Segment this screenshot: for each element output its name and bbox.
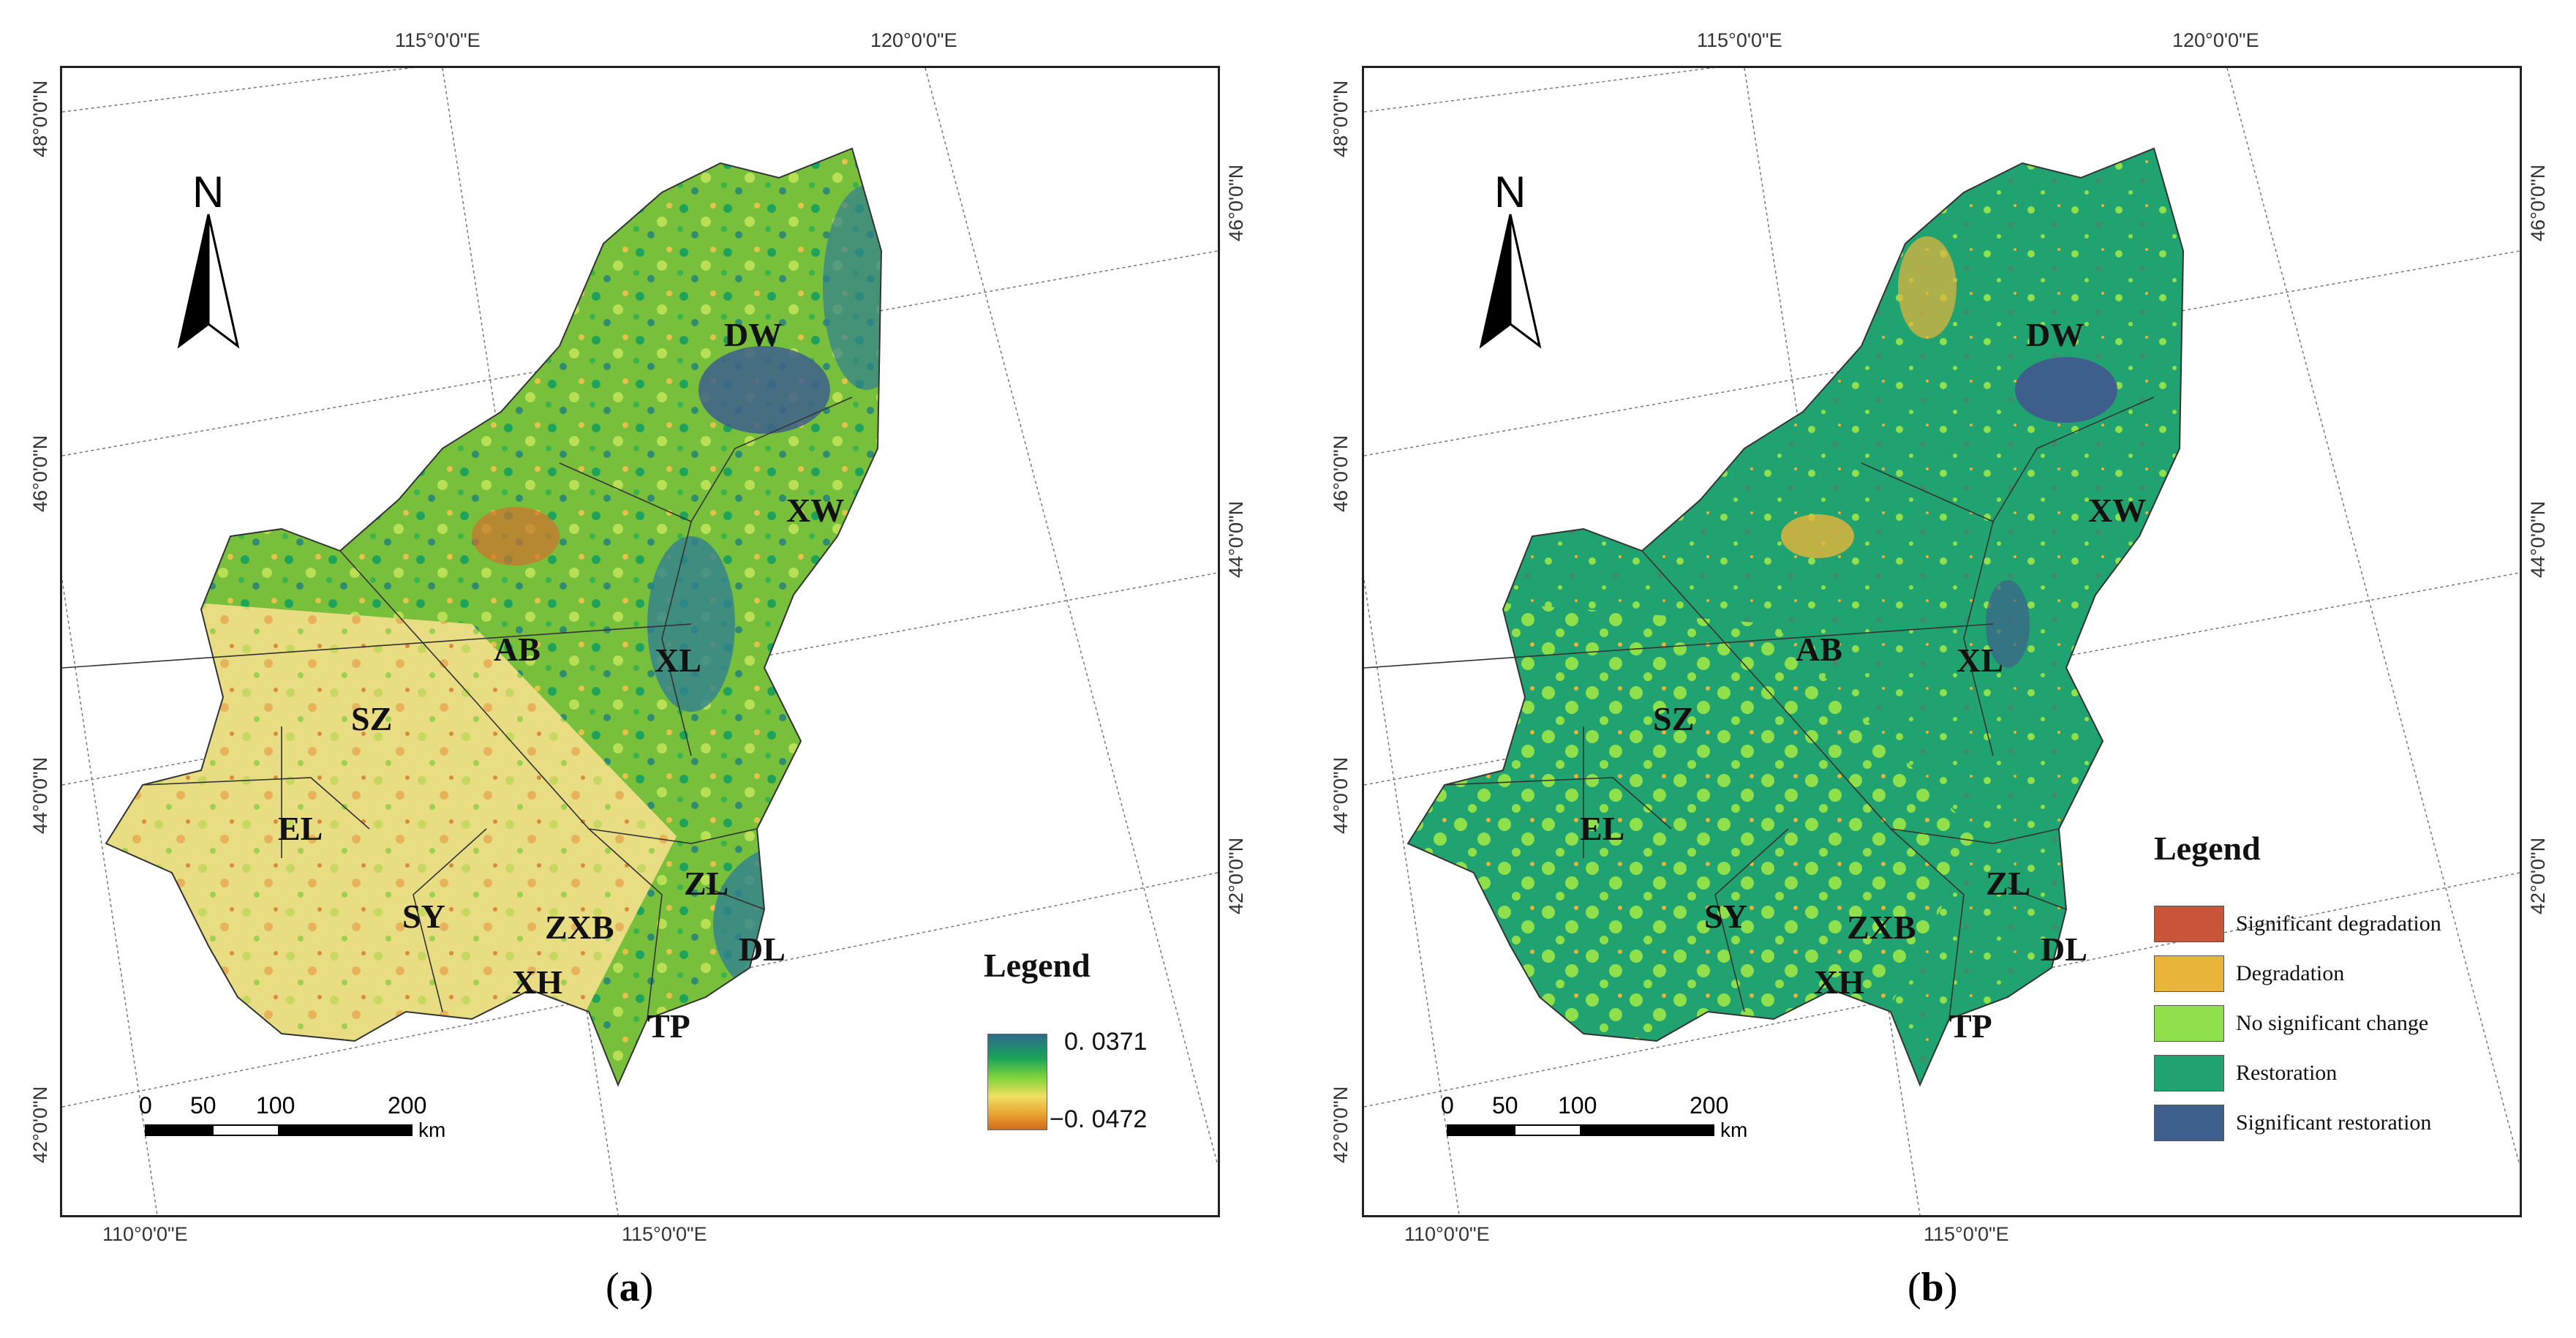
legend-swatch [2154,1105,2224,1141]
map-panel-b: DW XW AB XL SZ EL SY ZXB ZL XH DL TP N 0… [1362,66,2522,1217]
tick-left-a-4: 42°0'0"N [29,1086,51,1163]
region-label-xw-b: XW [2088,492,2146,529]
legend-item-b: Significant degradation [2154,906,2441,942]
map-panel-a: DW XW AB XL SZ EL SY ZXB ZL XH DL TP N 0… [60,66,1220,1217]
region-label-tp: TP [647,1007,690,1045]
legend-swatch [2154,1055,2224,1091]
scale-tick-0-b: 0 [1441,1092,1454,1119]
region-label-dl-b: DL [2041,931,2087,968]
region-label-tp-b: TP [1949,1007,1992,1045]
legend-label: Significant degradation [2236,912,2441,936]
tick-left-a-3: 44°0'0"N [29,756,51,834]
legend-item-b: Restoration [2154,1055,2337,1091]
district-boundaries-a [62,396,853,1020]
tick-right-a-2: 44°0'0"N [1225,500,1247,578]
region-label-zl-b: ZL [1986,865,2030,902]
legend-label: Degradation [2236,961,2345,985]
tick-left-a-2: 46°0'0"N [29,435,51,512]
scale-tick-100-b: 100 [1558,1092,1597,1119]
region-label-sy-b: SY [1704,898,1747,935]
region-label-sz: SZ [351,700,392,737]
tick-bottom-b-2: 115°0'0"E [1924,1223,2009,1245]
north-arrow-b-icon [1479,214,1542,349]
tick-right-a-1: 46°0'0"N [1225,164,1247,241]
legend-label: Significant restoration [2236,1110,2432,1135]
caption-a: (a) [606,1265,654,1310]
region-label-dw-b: DW [2026,316,2084,353]
tick-top-b-2: 120°0'0"E [2172,29,2259,51]
legend-item-b: Degradation [2154,955,2344,992]
tick-bottom-a-1: 110°0'0"E [102,1223,188,1245]
legend-gradient-a [987,1034,1047,1130]
region-label-dw: DW [724,316,782,353]
scale-tick-200: 200 [388,1092,427,1119]
scale-unit-a: km [418,1119,446,1141]
region-label-zxb-b: ZXB [1847,909,1916,946]
legend-label: Restoration [2236,1061,2338,1085]
tick-right-b-2: 44°0'0"N [2527,500,2549,578]
region-label-zl: ZL [684,865,728,902]
tick-bottom-a-2: 115°0'0"E [622,1223,707,1245]
scale-bar-b: 0 50 100 200 km [1441,1092,1777,1158]
trend-classification-raster-b [1408,149,2183,1085]
study-area-outline-a [105,147,883,1087]
scale-unit-b: km [1720,1119,1748,1141]
tick-top-b-1: 115°0'0"E [1697,29,1782,51]
scale-tick-50-b: 50 [1492,1092,1518,1119]
scale-tick-50: 50 [190,1092,216,1119]
legend-item-b: No significant change [2154,1005,2428,1042]
region-label-xl-b: XL [1957,642,2003,679]
region-label-sy: SY [402,898,445,935]
region-label-el: EL [278,810,323,847]
tick-left-b-1: 48°0'0"N [1330,80,1352,157]
region-label-xw: XW [786,492,844,529]
scale-tick-200-b: 200 [1690,1092,1729,1119]
region-label-xh-b: XH [1814,963,1864,1001]
region-label-sz-b: SZ [1653,700,1694,737]
tick-right-b-3: 42°0'0"N [2527,837,2549,914]
tick-top-a-2: 120°0'0"E [870,29,957,51]
tick-left-b-2: 46°0'0"N [1330,435,1352,512]
legend-min-a: −0. 0472 [1050,1105,1148,1133]
region-label-ab: AB [494,631,541,668]
legend-swatch [2154,955,2224,992]
legend-title-b: Legend [2154,830,2261,867]
caption-b: (b) [1907,1265,1958,1310]
region-label-dl: DL [739,931,786,968]
legend-swatch [2154,1005,2224,1042]
study-area-outline-b [1406,147,2185,1087]
legend-max-a: 0. 0371 [1064,1028,1148,1056]
north-label-b: N [1494,168,1526,217]
tick-left-b-3: 44°0'0"N [1330,756,1352,834]
legend-item-b: Significant restoration [2154,1105,2431,1141]
region-label-xl: XL [655,642,701,679]
scale-tick-100: 100 [256,1092,295,1119]
tick-right-a-3: 42°0'0"N [1225,837,1247,914]
region-label-xh: XH [512,963,562,1001]
map-b-canvas: DW XW AB XL SZ EL SY ZXB ZL XH DL TP N [1364,68,2520,1215]
district-boundaries-b [1364,396,2155,1020]
legend-title-a: Legend [984,947,1091,984]
north-label-a: N [192,168,224,217]
region-label-ab-b: AB [1796,631,1842,668]
tick-top-a-1: 115°0'0"E [395,29,481,51]
scale-tick-0: 0 [139,1092,152,1119]
tick-bottom-b-1: 110°0'0"E [1404,1223,1490,1245]
tick-left-a-1: 48°0'0"N [29,80,51,157]
north-arrow-a-icon [177,214,240,349]
legend-swatch [2154,906,2224,942]
scale-bar-a: 0 50 100 200 km [139,1092,475,1158]
region-label-el-b: EL [1580,810,1624,847]
legend-label: No significant change [2236,1011,2429,1035]
tick-right-b-1: 46°0'0"N [2527,164,2549,241]
region-label-zxb: ZXB [545,909,614,946]
map-a-canvas: DW XW AB XL SZ EL SY ZXB ZL XH DL TP N [62,68,1218,1215]
tick-left-b-4: 42°0'0"N [1330,1086,1352,1163]
